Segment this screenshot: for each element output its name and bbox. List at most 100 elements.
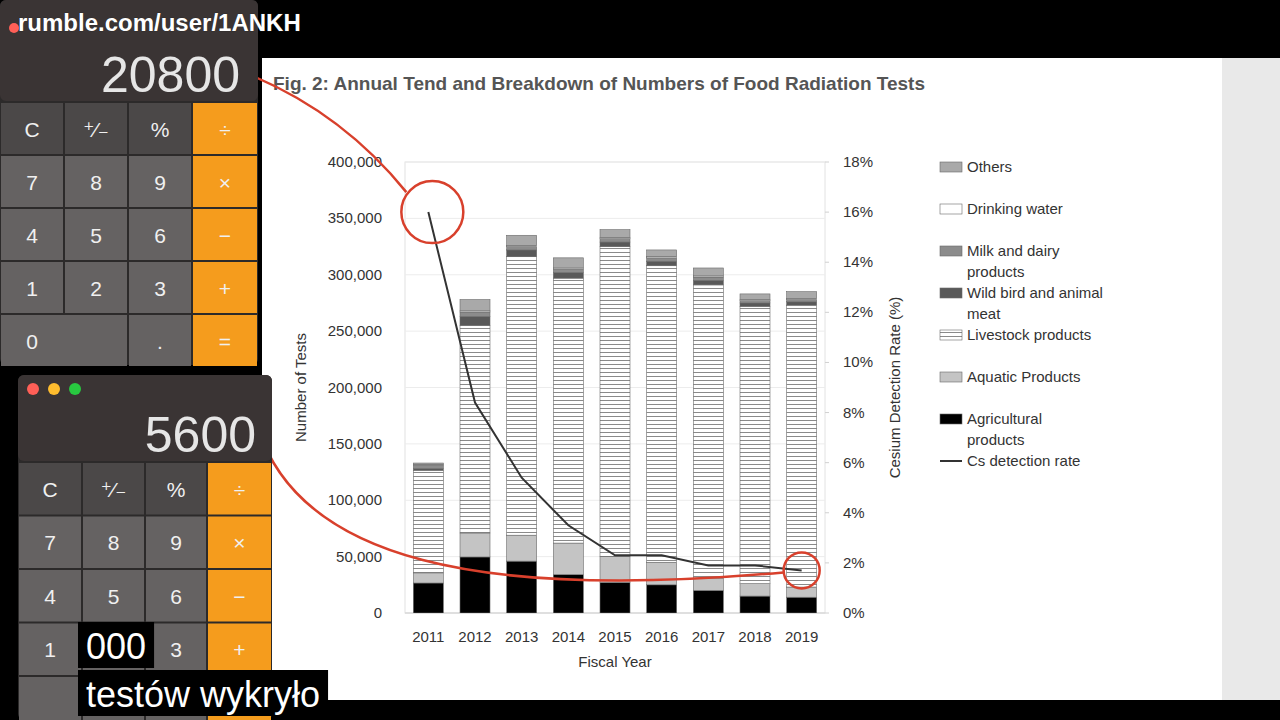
y2-tick-label: 0% <box>843 604 865 621</box>
subtitle-text: 000 <box>86 626 146 667</box>
grid-line <box>405 162 825 163</box>
calculator: 5600C⁺⁄₋%÷789×456−13+ <box>18 375 272 720</box>
calculator-key-label: 6 <box>154 224 166 247</box>
y-tick-label: 200,000 <box>328 379 382 396</box>
y2-tick-label: 10% <box>843 353 873 370</box>
window-dot <box>27 383 39 395</box>
screen: Fig. 2: Annual Tend and Breakdown of Num… <box>0 0 1280 720</box>
bar-segment <box>693 277 723 280</box>
bar-segment <box>647 250 677 257</box>
calculator-key <box>65 262 127 313</box>
page: {"watermark": "rumble.com/user/1ANKH", "… <box>0 0 1280 720</box>
calculator-key <box>83 517 144 569</box>
calculator-key <box>146 624 206 676</box>
calculator-key <box>208 517 271 569</box>
bar-segment <box>693 268 723 276</box>
y2-tick <box>825 162 829 163</box>
bar-segment <box>647 266 677 563</box>
calculator-key <box>146 517 206 569</box>
calculator-key <box>65 156 127 207</box>
calculator-key-label: 1 <box>26 277 38 300</box>
slide-background <box>262 58 1222 700</box>
y-tick-label: 0 <box>374 604 382 621</box>
annotation-curve <box>243 72 406 192</box>
y2-tick-label: 6% <box>843 454 865 471</box>
bar-segment <box>460 300 490 311</box>
calculator-key <box>193 103 257 154</box>
bar-segment <box>413 583 443 613</box>
calculator-key-label: . <box>157 330 163 353</box>
legend-label-line: products <box>967 263 1025 280</box>
video-background <box>0 0 1280 720</box>
calculator-key-label: 2 <box>90 277 102 300</box>
legend-swatch <box>940 246 962 256</box>
bar-segment <box>600 242 630 247</box>
bar-segment <box>413 465 443 468</box>
x-tick-label: 2016 <box>645 628 678 645</box>
bar-segment <box>740 584 770 596</box>
calculator-key-label: 1 <box>44 638 56 661</box>
calculator-key <box>1 262 63 313</box>
bar-segment <box>553 272 583 278</box>
subtitle-bg <box>78 670 328 716</box>
highlight-circle <box>784 552 820 588</box>
y2-tick-label: 14% <box>843 253 873 270</box>
bar-segment <box>787 300 817 302</box>
calculator-key-label: × <box>219 171 231 194</box>
y2-tick <box>825 362 829 363</box>
legend-label-line: meat <box>967 305 1001 322</box>
bar-segment <box>740 306 770 583</box>
legend-swatch <box>940 288 962 298</box>
legend-label-line: Others <box>967 158 1012 175</box>
calculator-key <box>129 315 191 366</box>
window-dot <box>69 383 81 395</box>
calculator-key <box>19 677 81 720</box>
calculator-key-label: = <box>219 330 231 353</box>
watermark: rumble.com/user/1ANKH <box>18 9 301 36</box>
calculator-key <box>1 103 63 154</box>
calculator-key <box>19 570 81 622</box>
calculator-key <box>1 315 127 366</box>
chart-title: Fig. 2: Annual Tend and Breakdown of Num… <box>273 73 925 94</box>
bar-segment <box>553 543 583 575</box>
y2-tick <box>825 212 829 213</box>
grid-line <box>405 218 825 219</box>
calculator-key <box>146 570 206 622</box>
calculator-key-label: × <box>233 531 245 554</box>
calculator-key-label: ÷ <box>234 478 246 501</box>
bar-segment <box>600 583 630 613</box>
bar-segment <box>647 258 677 261</box>
bar-segment <box>553 258 583 268</box>
y2-tick-label: 8% <box>843 404 865 421</box>
calculator-key-label: 9 <box>170 531 182 554</box>
calculator-key <box>129 103 191 154</box>
bar-segment <box>507 257 537 535</box>
calculator-key-label: + <box>219 277 231 300</box>
x-tick-label: 2013 <box>505 628 538 645</box>
calculator-key <box>65 209 127 260</box>
bar-segment <box>553 269 583 272</box>
plot-area <box>413 212 816 613</box>
subtitle-text: testów wykryło <box>86 674 320 715</box>
calculator-key-label: % <box>167 478 186 501</box>
legend-label-line: Agricultural <box>967 410 1042 427</box>
calculator-key-label: 7 <box>26 171 38 194</box>
calculator-key <box>19 463 81 515</box>
y2-tick-label: 2% <box>843 554 865 571</box>
bar-segment <box>507 235 537 245</box>
calculator-key-label: − <box>219 224 231 247</box>
x-tick-label: 2015 <box>598 628 631 645</box>
calculator-key <box>65 103 127 154</box>
calculator-key-label: 8 <box>90 171 102 194</box>
bar-segment <box>460 312 490 317</box>
legend-label-line: Milk and dairy <box>967 242 1060 259</box>
bar-segment <box>553 278 583 543</box>
calculator-key <box>193 156 257 207</box>
calculator-key <box>193 262 257 313</box>
calculator-key-label: 8 <box>108 531 120 554</box>
bar-segment <box>507 535 537 561</box>
legend-label-line: Wild bird and animal <box>967 284 1103 301</box>
y-tick-label: 250,000 <box>328 322 382 339</box>
legend-swatch <box>940 460 962 462</box>
calculator-key-label: % <box>151 118 170 141</box>
